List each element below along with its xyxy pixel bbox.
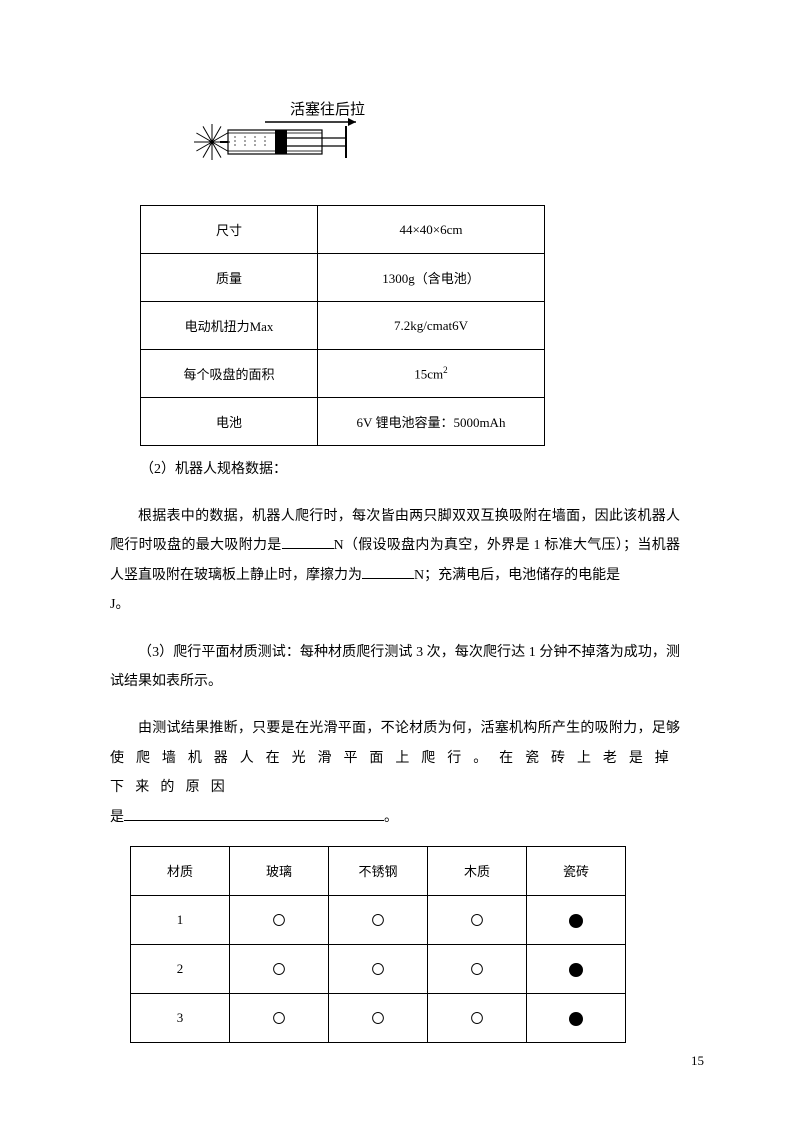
page-content: 活塞往后拉 × 尺寸44×40×6cm质量1300g（含电池）电动机扭力Max7… <box>110 100 680 1043</box>
test-header: 瓷砖 <box>527 846 626 895</box>
test-cell: 〇 <box>230 895 329 944</box>
test-cell: 〇 <box>329 993 428 1042</box>
p3-a: 由测试结果推断，只要是在光滑平面，不论材质为何，活塞机构所产生的吸附力，足够 <box>138 721 680 736</box>
svg-text:×: × <box>208 138 214 149</box>
blank-reason[interactable] <box>124 806 384 821</box>
test-cell: 〇 <box>428 993 527 1042</box>
spec-table: 尺寸44×40×6cm质量1300g（含电池）电动机扭力Max7.2kg/cma… <box>140 205 545 446</box>
spec-key: 尺寸 <box>141 206 318 254</box>
test-header: 材质 <box>131 846 230 895</box>
spec-key: 电动机扭力Max <box>141 302 318 350</box>
p3-c: 。 <box>384 810 398 825</box>
test-table: 材质玻璃不锈钢木质瓷砖1〇〇〇2〇〇〇3〇〇〇 <box>130 846 626 1043</box>
p3-spread: 使爬墙机器人在光滑平面上爬行。在瓷砖上老是掉下来的原因 <box>110 751 680 795</box>
paragraph-3: 由测试结果推断，只要是在光滑平面，不论材质为何，活塞机构所产生的吸附力，足够使爬… <box>110 714 680 832</box>
spec-val: 6V 锂电池容量：5000mAh <box>318 398 545 446</box>
test-rownum: 3 <box>131 993 230 1042</box>
test-header: 木质 <box>428 846 527 895</box>
test-rownum: 2 <box>131 944 230 993</box>
body-dashes <box>235 136 265 148</box>
spec-key: 每个吸盘的面积 <box>141 350 318 398</box>
blank-friction[interactable] <box>362 564 414 579</box>
test-rownum: 1 <box>131 895 230 944</box>
spec-key: 电池 <box>141 398 318 446</box>
fail-dot-icon <box>569 963 583 977</box>
test-cell <box>527 944 626 993</box>
spec-val: 7.2kg/cmat6V <box>318 302 545 350</box>
diagram-label-text: 活塞往后拉 <box>290 100 365 118</box>
p3-b: 是 <box>110 810 124 825</box>
page-number: 15 <box>691 1053 704 1069</box>
test-cell <box>527 993 626 1042</box>
p2-c: N；充满电后，电池储存的电能是 <box>414 568 620 583</box>
fail-dot-icon <box>569 1012 583 1026</box>
piston-svg: 活塞往后拉 × <box>170 100 390 180</box>
test-header: 玻璃 <box>230 846 329 895</box>
fail-dot-icon <box>569 914 583 928</box>
test-cell: 〇 <box>230 944 329 993</box>
test-cell <box>527 895 626 944</box>
paragraph-2: 根据表中的数据，机器人爬行时，每次皆由两只脚双双互换吸附在墙面，因此该机器人爬行… <box>110 502 680 620</box>
blank-force[interactable] <box>282 534 334 549</box>
piston-block <box>275 130 287 154</box>
test-cell: 〇 <box>329 944 428 993</box>
test-cell: 〇 <box>230 993 329 1042</box>
section-2-label: （2）机器人规格数据： <box>140 456 680 484</box>
arrow-head <box>348 118 356 126</box>
test-header: 不锈钢 <box>329 846 428 895</box>
spec-val: 44×40×6cm <box>318 206 545 254</box>
test-cell: 〇 <box>428 895 527 944</box>
spec-val: 1300g（含电池） <box>318 254 545 302</box>
test-cell: 〇 <box>329 895 428 944</box>
spec-key: 质量 <box>141 254 318 302</box>
p2-d: J。 <box>110 597 129 612</box>
spec-val: 15cm2 <box>318 350 545 398</box>
piston-diagram: 活塞往后拉 × <box>170 100 680 185</box>
section-3-label: （3）爬行平面材质测试：每种材质爬行测试 3 次，每次爬行达 1 分钟不掉落为成… <box>110 638 680 697</box>
test-cell: 〇 <box>428 944 527 993</box>
